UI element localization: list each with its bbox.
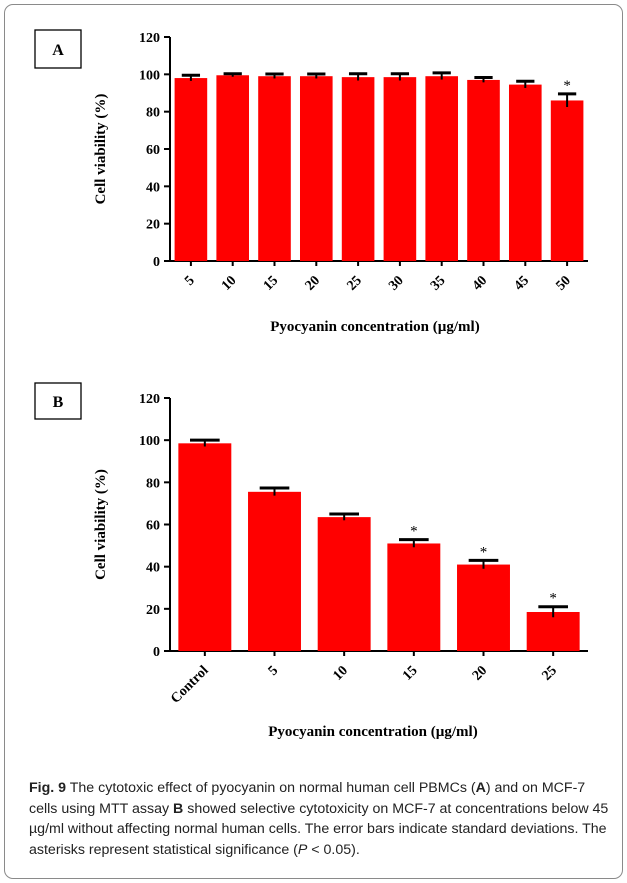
panel-b-chart: B 0 20 40 60 80 100 120 Control 5 10 * 15 * 20 * 25 Pyocy… bbox=[34, 382, 588, 740]
panel-b-y-tick-label-2: 40 bbox=[146, 561, 160, 576]
panel-a-y-tick-label-5: 100 bbox=[139, 68, 160, 83]
panel-b-y-tick-label-0: 0 bbox=[153, 645, 160, 660]
panel-a-x-tick-label-2: 15 bbox=[261, 273, 282, 294]
panel-a-x-axis-title: Pyocyanin concentration (µg/ml) bbox=[270, 319, 479, 335]
panel-b-y-axis-title: Cell viability (%) bbox=[93, 469, 109, 580]
panel-a-bar-8 bbox=[508, 84, 542, 261]
panel-b-significance-3: * bbox=[410, 524, 418, 540]
caption-part-3: B bbox=[173, 800, 184, 817]
panel-a-x-tick-label-0: 5 bbox=[182, 273, 198, 289]
panel-b-x-tick-label-2: 10 bbox=[330, 663, 351, 684]
panel-a-chart: A 0 20 40 60 80 100 120 5 10 15 20 25 30 35 40 45 * 50 Pyoc… bbox=[34, 29, 588, 335]
panel-a-x-tick-label-6: 35 bbox=[428, 273, 449, 294]
caption-part-2: ) and on MCF-7 cells using MTT assay bbox=[29, 780, 586, 817]
caption-part-0: The cytotoxic effect of pyocyanin on nor… bbox=[66, 780, 476, 796]
panel-b-letter-box bbox=[34, 382, 82, 420]
panel-b-x-tick-label-1: 5 bbox=[266, 663, 282, 679]
panel-a-y-tick-label-4: 80 bbox=[146, 106, 160, 121]
panel-b-bar-5 bbox=[526, 611, 580, 651]
panel-b-x-axis-title: Pyocyanin concentration (µg/ml) bbox=[268, 724, 477, 740]
panel-a-letter: A bbox=[52, 42, 64, 59]
panel-a-x-tick-label-5: 30 bbox=[386, 273, 407, 294]
panel-a-y-tick-label-3: 60 bbox=[146, 143, 160, 158]
panel-a-x-tick-label-8: 45 bbox=[512, 273, 533, 294]
panel-a-bar-9 bbox=[550, 100, 584, 261]
panel-b-y-tick-label-1: 20 bbox=[146, 603, 160, 618]
panel-b-y-tick-label-3: 60 bbox=[146, 519, 160, 534]
panel-b-significance-5: * bbox=[549, 591, 557, 607]
caption-label: Fig. 9 bbox=[29, 780, 67, 796]
caption-text: The cytotoxic effect of pyocyanin on nor… bbox=[29, 780, 608, 858]
panel-b-significance-4: * bbox=[480, 544, 488, 560]
panel-a-bar-3 bbox=[299, 76, 333, 261]
panel-a-y-tick-label-0: 0 bbox=[153, 255, 160, 270]
panel-b-bar-0 bbox=[178, 443, 232, 651]
panel-a-x-tick-label-1: 10 bbox=[219, 273, 240, 294]
caption-part-4: showed selective cytotoxicity on MCF-7 a… bbox=[29, 800, 609, 858]
figure-caption: Fig. 9 The cytotoxic effect of pyocyanin… bbox=[29, 778, 609, 860]
panel-a-y-tick-label-1: 20 bbox=[146, 218, 160, 233]
panel-a-y-tick-label-2: 40 bbox=[146, 180, 160, 195]
panel-a-x-tick-label-9: 50 bbox=[553, 273, 574, 294]
panel-b-x-tick-label-3: 15 bbox=[400, 663, 421, 684]
panel-b-y-tick-label-4: 80 bbox=[146, 476, 160, 491]
panel-b-x-tick-label-0: Control bbox=[168, 663, 212, 707]
caption-part-6: < 0.05). bbox=[307, 841, 360, 858]
panel-a-bar-1 bbox=[216, 75, 250, 262]
panel-a-x-tick-label-3: 20 bbox=[303, 273, 324, 294]
panel-a-y-axis-title: Cell viability (%) bbox=[93, 94, 109, 205]
panel-a-x-tick-label-7: 40 bbox=[470, 273, 491, 294]
panel-a-bar-7 bbox=[467, 79, 500, 261]
panel-a-bar-0 bbox=[174, 78, 208, 261]
panel-b-y-tick-label-5: 100 bbox=[139, 434, 160, 449]
panel-b-bar-3 bbox=[387, 543, 441, 651]
panel-b-bar-4 bbox=[457, 564, 510, 651]
panel-a-bar-6 bbox=[425, 76, 459, 261]
panel-a-bar-2 bbox=[258, 76, 291, 261]
panel-a-x-tick-label-4: 25 bbox=[344, 273, 365, 294]
panel-b-letter: B bbox=[53, 394, 64, 411]
panel-a-bar-4 bbox=[341, 77, 375, 261]
caption-part-5: P bbox=[297, 841, 308, 858]
panel-b-bar-1 bbox=[248, 491, 301, 651]
panel-b-y-tick-label-6: 120 bbox=[139, 392, 160, 407]
panel-a-letter-box bbox=[34, 29, 82, 69]
panel-b-bar-2 bbox=[317, 517, 371, 651]
panel-b-x-tick-label-5: 25 bbox=[539, 663, 560, 684]
panel-b-x-tick-label-4: 20 bbox=[470, 663, 491, 684]
figure-panel: A 0 20 40 60 80 100 120 5 10 15 20 25 30 35 40 45 * 50 Pyoc… bbox=[4, 4, 623, 879]
panel-a-y-tick-label-6: 120 bbox=[139, 31, 160, 46]
panel-a-significance-9: * bbox=[563, 78, 571, 94]
panel-a-bar-5 bbox=[383, 77, 417, 261]
caption-part-1: A bbox=[475, 780, 486, 796]
